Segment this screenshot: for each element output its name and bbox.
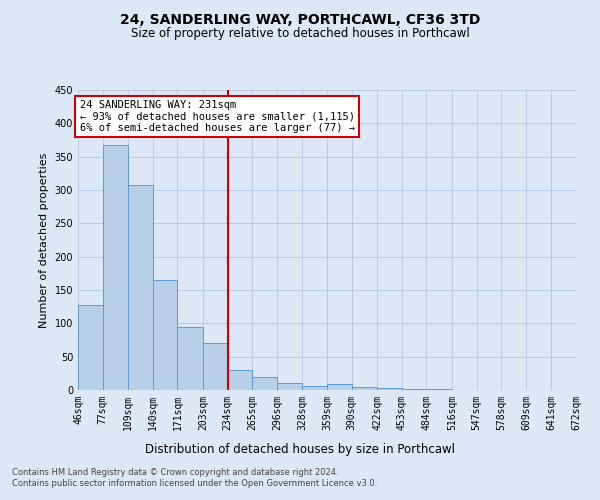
Bar [302, 386, 327, 390]
Bar [352, 386, 377, 390]
Bar [78, 306, 103, 390]
Text: Size of property relative to detached houses in Porthcawl: Size of property relative to detached ho… [131, 28, 469, 40]
Text: Contains HM Land Registry data © Crown copyright and database right 2024.
Contai: Contains HM Land Registry data © Crown c… [12, 468, 377, 487]
Bar [103, 144, 128, 390]
Bar [227, 370, 252, 390]
Y-axis label: Number of detached properties: Number of detached properties [39, 152, 49, 328]
Bar [277, 384, 302, 390]
Bar [178, 328, 203, 390]
Bar [402, 388, 427, 390]
Bar [252, 376, 277, 390]
Text: Distribution of detached houses by size in Porthcawl: Distribution of detached houses by size … [145, 442, 455, 456]
Bar [377, 388, 402, 390]
Text: 24 SANDERLING WAY: 231sqm
← 93% of detached houses are smaller (1,115)
6% of sem: 24 SANDERLING WAY: 231sqm ← 93% of detac… [80, 100, 355, 133]
Text: 24, SANDERLING WAY, PORTHCAWL, CF36 3TD: 24, SANDERLING WAY, PORTHCAWL, CF36 3TD [120, 12, 480, 26]
Bar [203, 344, 227, 390]
Bar [153, 280, 178, 390]
Bar [128, 186, 153, 390]
Bar [327, 384, 352, 390]
